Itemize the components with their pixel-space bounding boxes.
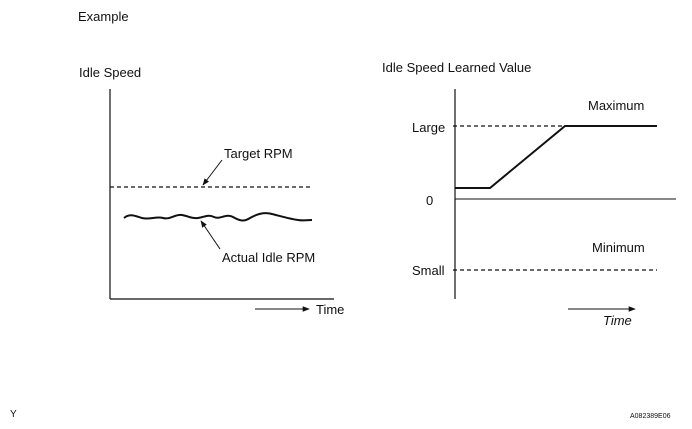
figure-code: A082389E06 [630, 413, 671, 420]
right-time-label: Time [603, 313, 632, 328]
footer-mark: Y [10, 409, 17, 420]
left-chart [109, 89, 334, 312]
y-tick-large: Large [412, 120, 446, 135]
maximum-label: Maximum [588, 98, 645, 113]
left-chart-title: Idle Speed [79, 65, 142, 80]
y-tick-small: Small [412, 263, 445, 278]
right-chart [453, 89, 676, 312]
y-tick-zero: 0 [426, 193, 434, 208]
target-rpm-label: Target RPM [224, 146, 293, 161]
actual-idle-rpm-pointer [200, 220, 221, 250]
actual-idle-rpm-curve [123, 212, 313, 222]
caption: Example [78, 9, 129, 24]
target-rpm-pointer [202, 159, 223, 186]
actual-idle-rpm-label: Actual Idle RPM [222, 250, 316, 265]
learned-value-curve [455, 125, 657, 189]
minimum-label: Minimum [592, 240, 645, 255]
left-time-label: Time [316, 302, 345, 317]
right-chart-title: Idle Speed Learned Value [382, 60, 532, 75]
